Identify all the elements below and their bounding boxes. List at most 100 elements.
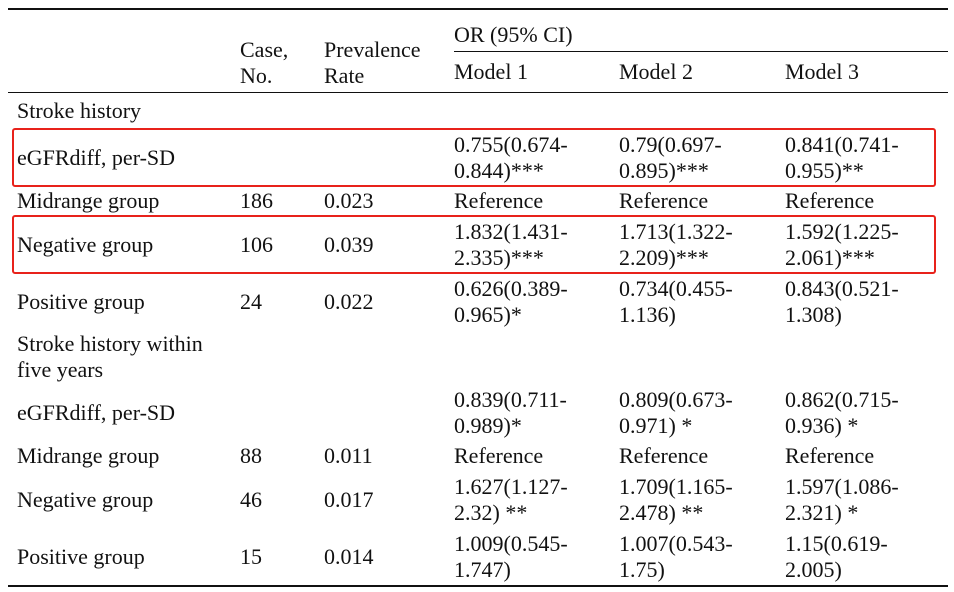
or-value-line: 2.321) * [785,499,859,525]
section-label-line: Stroke history within [17,331,203,356]
or-value-line: Reference [454,443,544,468]
table-row: Negative group 46 0.017 1.627(1.127- 2.32) *… [8,471,948,528]
or-value-line: Reference [454,188,544,213]
section-label-line: five years [17,357,104,382]
header-model-1: Model 1 [454,51,619,93]
or-cell-model-3: 1.592(1.225- 2.061)*** [785,216,948,273]
case-count-cell [240,384,324,441]
or-cell-model-3: 1.597(1.086- 2.321) * [785,471,948,528]
or-value-line: 1.136) [619,301,676,327]
or-value-line: 2.32) ** [454,499,528,525]
or-value-line: 1.75) [619,556,665,582]
or-cell-model-1: Reference [454,441,619,471]
row-label: Midrange group [17,443,160,468]
or-cell-model-2: 1.713(1.322- 2.209)*** [619,216,785,273]
table-body: Stroke history eGFRdiff, per-SD 0.755(0.67… [8,93,948,586]
or-cell-model-3: 0.843(0.521- 1.308) [785,273,948,330]
header-measure [8,9,240,93]
case-count-cell: 186 [240,188,273,213]
header-or: OR (95% CI) [454,9,948,52]
or-cell-model-1: 0.626(0.389- 0.965)* [454,273,619,330]
table-row: Positive group 24 0.022 0.626(0.389- 0.965)*… [8,273,948,330]
case-count-cell [240,129,324,186]
prevalence-cell: 0.022 [324,288,374,314]
or-cell-model-1: Reference [454,186,619,216]
row-label: Midrange group [17,188,160,213]
header-model-2: Model 2 [619,51,785,93]
row-label: Negative group [17,231,154,257]
or-value-line: 0.626(0.389- [454,275,568,301]
or-value-line: 0.755(0.674- [454,131,568,157]
table-row: Positive group 15 0.014 1.009(0.545- 1.747) 1… [8,528,948,586]
or-cell-model-1: 1.832(1.431- 2.335)*** [454,216,619,273]
or-cell-model-1: 0.839(0.711- 0.989)* [454,384,619,441]
or-value-line: 1.15(0.619- [785,530,888,556]
table-row: Midrange group 88 0.011 Reference Reference R… [8,441,948,471]
prevalence-cell [324,129,454,186]
or-value-line: 2.478) ** [619,499,704,525]
or-cell-model-2: Reference [619,441,785,471]
table-row: Negative group 106 0.039 1.832(1.431- 2.335)… [8,216,948,273]
or-value-line: 1.832(1.431- [454,218,568,244]
row-label: Positive group [17,288,145,314]
or-value-line: 2.335)*** [454,244,544,270]
header-prev-line2: Rate [324,63,365,88]
or-cell-model-2: 0.809(0.673- 0.971) * [619,384,785,441]
prevalence-cell: 0.011 [324,443,373,468]
header-model-3: Model 3 [785,51,948,93]
or-cell-model-2: 1.007(0.543- 1.75) [619,528,785,586]
or-cell-model-3: Reference [785,441,948,471]
case-count-cell: 24 [240,288,262,314]
prevalence-cell: 0.014 [324,543,374,569]
row-label: eGFRdiff, per-SD [17,399,176,425]
prevalence-cell [324,384,454,441]
or-value-line: 0.809(0.673- [619,386,733,412]
prevalence-cell: 0.039 [324,231,374,257]
or-value-line: 2.005) [785,556,842,582]
results-table: Case, No. Prevalence Rate OR (95% CI) Mo… [8,8,948,587]
case-count-cell: 106 [240,231,273,257]
or-value-line: 1.308) [785,301,842,327]
case-count-cell: 88 [240,443,262,468]
table-row: eGFRdiff, per-SD 0.755(0.674- 0.844)*** 0.7… [8,129,948,186]
prevalence-cell: 0.017 [324,486,374,512]
or-cell-model-2: 0.734(0.455- 1.136) [619,273,785,330]
or-value-line: 1.009(0.545- [454,530,568,556]
or-value-line: 0.955)** [785,157,864,183]
header-case: Case, No. [240,9,324,93]
row-label: Negative group [17,486,154,512]
table-row: Midrange group 186 0.023 Reference Reference… [8,186,948,216]
or-cell-model-1: 0.755(0.674- 0.844)*** [454,129,619,186]
or-cell-model-2: 0.79(0.697- 0.895)*** [619,129,785,186]
header-case-line2: No. [240,63,273,88]
or-cell-model-3: 1.15(0.619- 2.005) [785,528,948,586]
or-value-line: 1.713(1.322- [619,218,733,244]
or-value-line: 2.061)*** [785,244,875,270]
or-value-line: 0.844)*** [454,157,544,183]
or-value-line: 1.007(0.543- [619,530,733,556]
table-row: eGFRdiff, per-SD 0.839(0.711- 0.989)* 0.809… [8,384,948,441]
or-value-line: 1.709(1.165- [619,473,733,499]
section-label: Stroke history [17,98,142,123]
case-count-cell: 46 [240,486,262,512]
header-case-line1: Case, [240,37,289,62]
section-label: Stroke history within five years [8,330,948,384]
or-value-line: Reference [619,443,709,468]
or-cell-model-1: 1.627(1.127- 2.32) ** [454,471,619,528]
or-value-line: 1.592(1.225- [785,218,899,244]
or-value-line: 0.862(0.715- [785,386,899,412]
or-value-line: 2.209)*** [619,244,709,270]
header-prev-line1: Prevalence [324,37,421,62]
row-label: eGFRdiff, per-SD [17,144,176,170]
or-value-line: 0.971) * [619,412,693,438]
or-value-line: 0.839(0.711- [454,386,567,412]
or-value-line: 0.841(0.741- [785,131,899,157]
or-value-line: 0.734(0.455- [619,275,733,301]
or-value-line: 0.989)* [454,412,522,438]
or-value-line: 1.627(1.127- [454,473,568,499]
or-value-line: Reference [785,188,875,213]
or-value-line: 0.965)* [454,301,522,327]
or-value-line: Reference [785,443,875,468]
or-value-line: 1.597(1.086- [785,473,899,499]
